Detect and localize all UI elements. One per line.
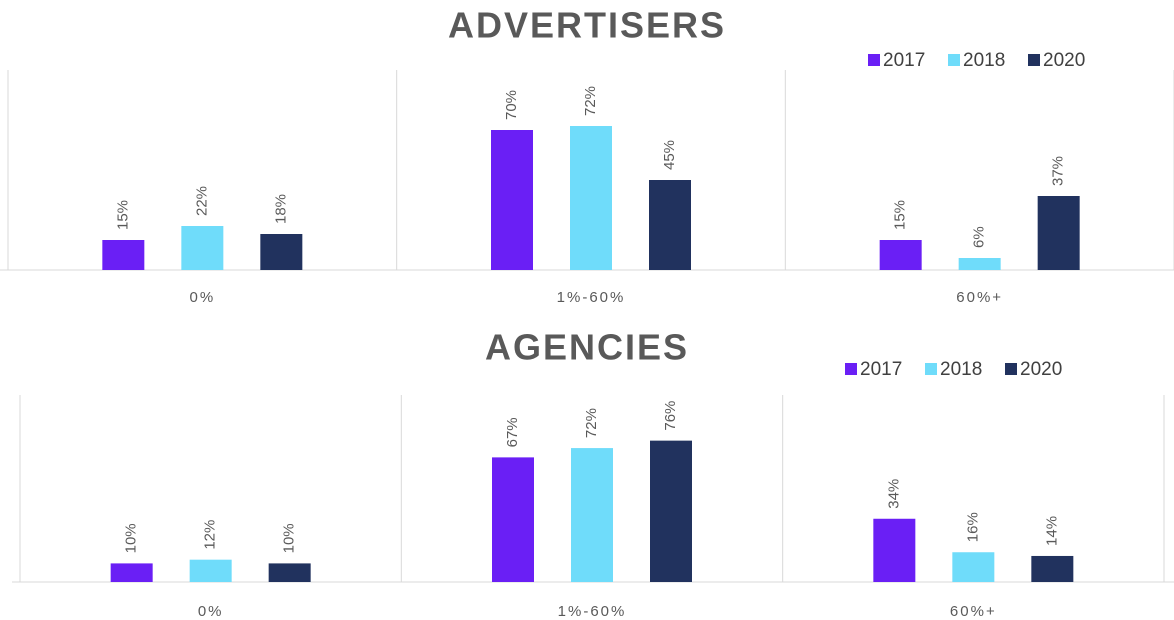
bar bbox=[189, 559, 232, 582]
bar bbox=[268, 563, 311, 582]
bar bbox=[571, 448, 613, 582]
category-label: 60%+ bbox=[950, 603, 997, 620]
legend-swatch bbox=[845, 363, 857, 375]
bar bbox=[952, 552, 995, 582]
chart-title: AGENCIES bbox=[485, 327, 689, 368]
category-label: 0% bbox=[189, 289, 215, 306]
legend-label: 2017 bbox=[860, 359, 902, 380]
value-label: 70% bbox=[503, 90, 520, 120]
value-label: 10% bbox=[123, 523, 140, 553]
category-label: 1%-60% bbox=[558, 603, 627, 620]
category-label: 0% bbox=[198, 603, 224, 620]
chart-title: ADVERTISERS bbox=[448, 5, 726, 46]
value-label: 22% bbox=[193, 186, 210, 216]
bar bbox=[649, 180, 691, 270]
category-label: 1%-60% bbox=[557, 289, 626, 306]
legend-label: 2020 bbox=[1020, 359, 1062, 380]
bar bbox=[650, 440, 692, 582]
legend-label: 2018 bbox=[940, 359, 982, 380]
value-label: 67% bbox=[504, 417, 521, 447]
bar bbox=[181, 226, 224, 270]
legend-swatch bbox=[925, 363, 937, 375]
category-label: 60%+ bbox=[956, 289, 1003, 306]
value-label: 16% bbox=[964, 512, 981, 542]
legend-swatch bbox=[868, 54, 880, 66]
legend-label: 2017 bbox=[883, 50, 925, 71]
bar bbox=[102, 240, 145, 270]
bar bbox=[879, 240, 922, 270]
bar bbox=[492, 457, 534, 582]
value-label: 6% bbox=[971, 226, 988, 248]
value-label: 12% bbox=[202, 520, 219, 550]
bar bbox=[260, 234, 303, 270]
value-label: 37% bbox=[1050, 156, 1067, 186]
bar bbox=[958, 258, 1001, 270]
legend-swatch bbox=[948, 54, 960, 66]
bar bbox=[570, 126, 612, 270]
value-label: 76% bbox=[662, 401, 679, 431]
bar bbox=[491, 130, 533, 270]
value-label: 10% bbox=[281, 523, 298, 553]
bar bbox=[1031, 555, 1074, 582]
value-label: 14% bbox=[1043, 516, 1060, 546]
legend-label: 2020 bbox=[1043, 50, 1085, 71]
legend-swatch bbox=[1005, 363, 1017, 375]
legend-label: 2018 bbox=[963, 50, 1005, 71]
bar bbox=[873, 518, 916, 582]
value-label: 15% bbox=[892, 200, 909, 230]
value-label: 34% bbox=[885, 479, 902, 509]
value-label: 18% bbox=[272, 194, 289, 224]
value-label: 72% bbox=[582, 86, 599, 116]
value-label: 72% bbox=[583, 408, 600, 438]
value-label: 45% bbox=[661, 140, 678, 170]
legend-swatch bbox=[1028, 54, 1040, 66]
bar bbox=[1037, 196, 1080, 270]
bar bbox=[110, 563, 153, 582]
value-label: 15% bbox=[114, 200, 131, 230]
